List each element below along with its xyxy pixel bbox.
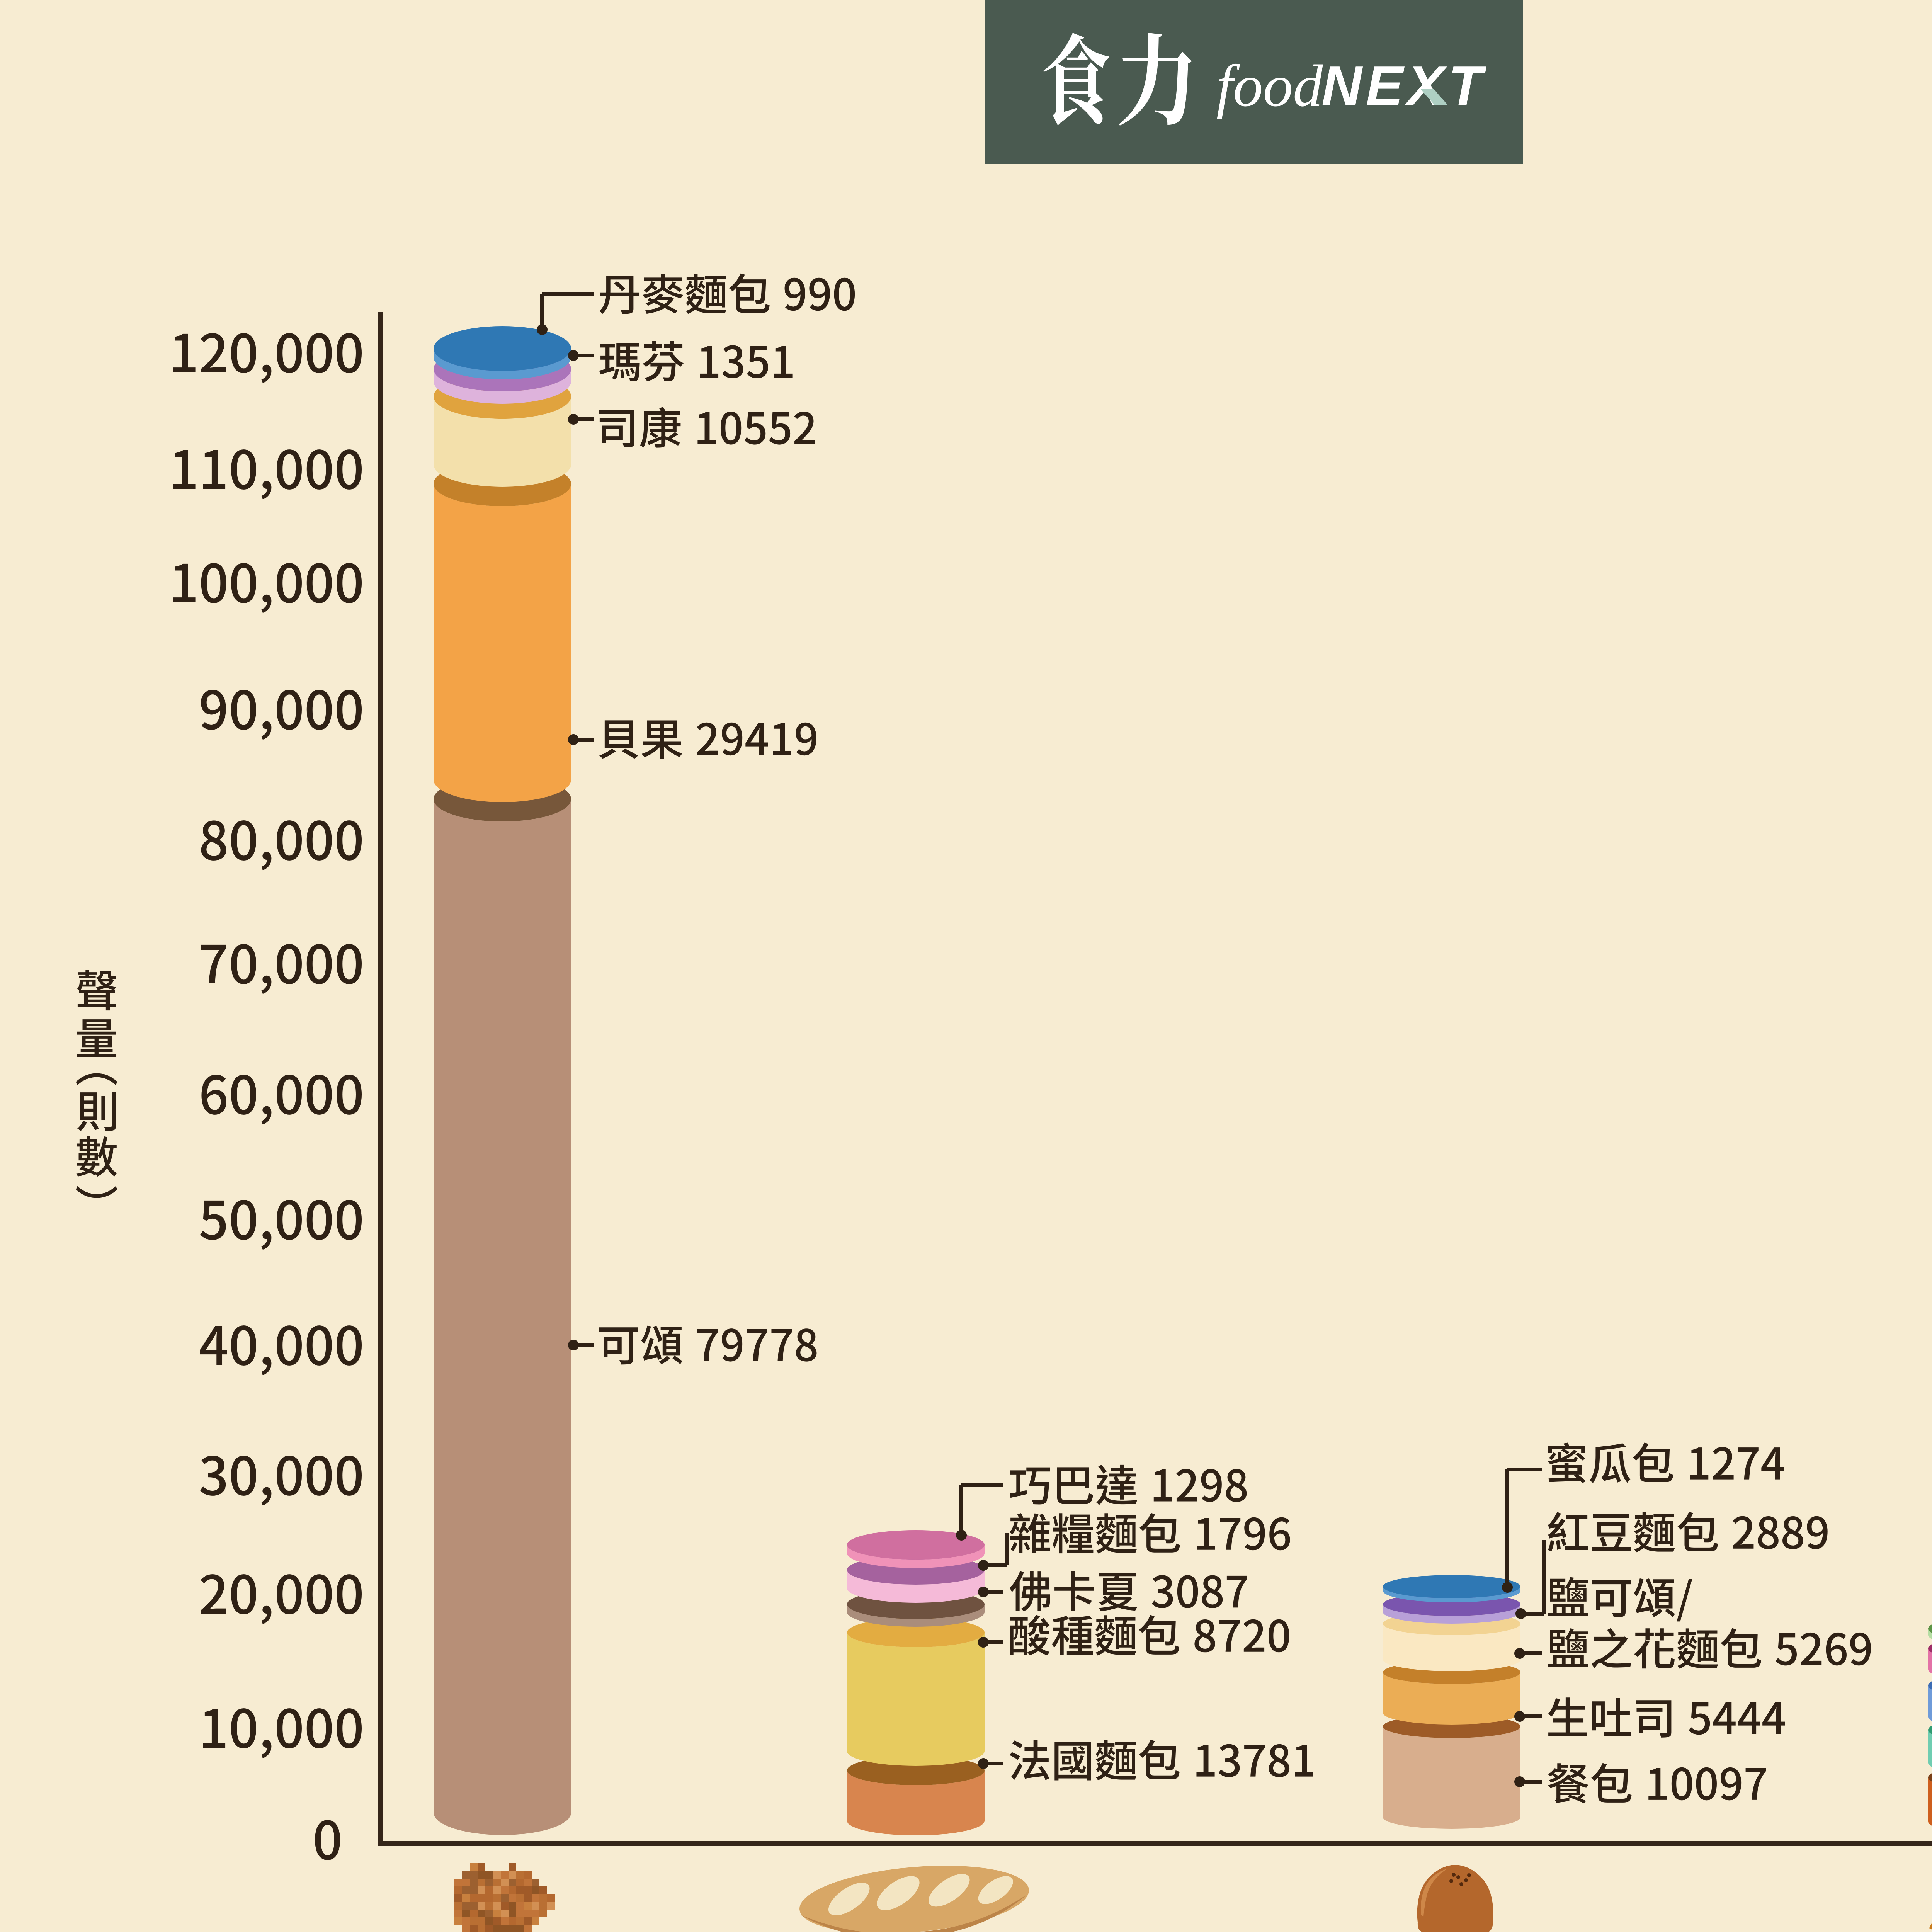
svg-text:NEXT: NEXT [1321, 54, 1486, 117]
svg-text:food: food [1216, 53, 1323, 119]
